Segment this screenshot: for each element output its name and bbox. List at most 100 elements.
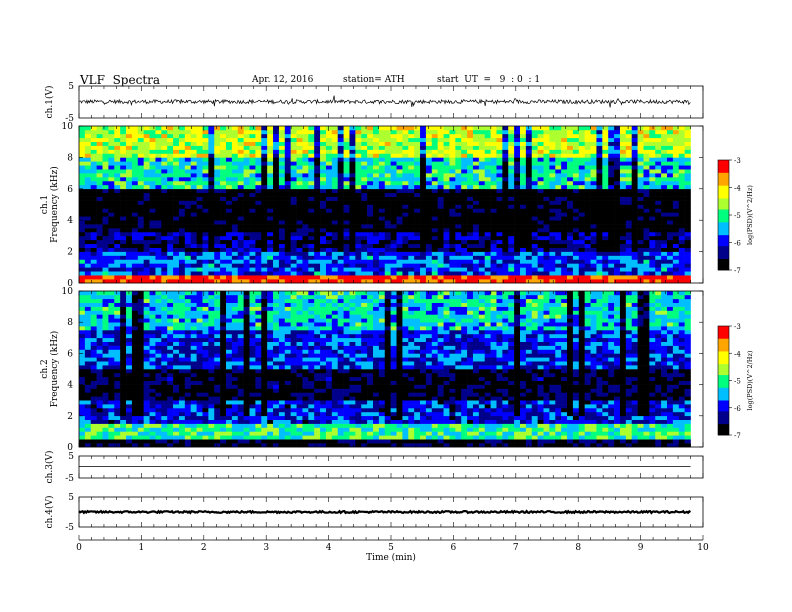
spectrogram-cell <box>596 204 603 209</box>
spectrogram-cell <box>572 263 580 268</box>
spectrogram-cell <box>226 267 233 272</box>
spectrogram-cell <box>478 228 486 233</box>
spectrogram-cell <box>514 196 521 201</box>
spectrogram-cell <box>220 173 227 178</box>
spectrogram-cell <box>578 247 585 252</box>
spectrogram-cell <box>267 259 274 264</box>
spectrogram-cell <box>684 208 691 213</box>
spectrogram-cell <box>343 137 350 142</box>
spectrogram-cell <box>149 267 156 272</box>
spectrogram-cell <box>355 129 362 135</box>
spectrogram-cell <box>249 220 256 225</box>
spectrogram-cell <box>561 235 568 241</box>
spectrogram-cell <box>120 322 127 327</box>
spectrogram-cell <box>543 177 550 182</box>
spectrogram-cell <box>608 255 615 260</box>
spectrogram-cell <box>373 239 380 245</box>
spectrogram-cell <box>625 165 633 170</box>
spectrogram-cell <box>514 129 521 135</box>
spectrogram-cell <box>490 133 497 139</box>
spectrogram-cell <box>472 267 480 272</box>
spectrogram-cell <box>555 263 562 268</box>
spectrogram-cell <box>655 275 662 280</box>
spectrogram-cell <box>437 157 444 162</box>
spectrogram-cell <box>649 126 656 131</box>
spectrogram-cell <box>555 271 562 276</box>
spectrogram-cell <box>602 196 609 201</box>
spectrogram-cell <box>631 263 638 268</box>
spectrogram-cell <box>120 141 127 146</box>
spectrogram-cell <box>137 306 144 311</box>
spectrogram-cell <box>220 165 227 170</box>
spectrogram-cell <box>173 224 180 229</box>
spectrogram-cell <box>302 251 309 256</box>
spectrogram-cell <box>108 404 115 409</box>
spectrogram-cell <box>96 443 103 448</box>
spectrogram-cell <box>684 263 691 268</box>
spectrogram-cell <box>131 318 139 323</box>
spectrogram-cell <box>420 255 427 260</box>
spectrogram-cell <box>514 208 521 213</box>
spectrogram-cell <box>455 251 462 256</box>
spectrogram-cell <box>367 231 374 237</box>
spectrogram-cell <box>84 224 92 229</box>
spectrogram-cell <box>196 228 203 233</box>
spectrogram-cell <box>284 157 291 162</box>
spectrogram-cell <box>531 247 538 252</box>
spectrogram-cell <box>273 239 280 245</box>
spectrogram-cell <box>255 263 262 268</box>
spectrogram-cell <box>584 251 591 256</box>
spectrogram-cell <box>96 310 103 315</box>
spectrogram-cell <box>637 204 644 209</box>
spectrogram-cell <box>543 141 550 146</box>
spectrogram-cell <box>667 216 674 221</box>
spectrogram-cell <box>231 231 239 237</box>
spectrogram-cell <box>643 204 650 209</box>
spectrogram-cell <box>337 259 344 264</box>
spectrogram-cell <box>196 247 203 252</box>
spectrogram-cell <box>131 145 139 150</box>
colorbar-tick-label: -7 <box>734 267 741 275</box>
spectrogram-cell <box>390 157 397 162</box>
spectrogram-cell <box>420 251 427 256</box>
spectrogram-cell <box>249 149 256 154</box>
spectrogram-cell <box>402 188 409 194</box>
spectrogram-cell <box>96 149 103 154</box>
spectrogram-cell <box>108 212 115 217</box>
spectrogram-cell <box>302 141 309 146</box>
spectrogram-cell <box>343 212 350 217</box>
spectrogram-cell <box>320 177 327 182</box>
spectrogram-cell <box>208 224 215 229</box>
spectrogram-cell <box>278 196 286 201</box>
spectrogram-cell <box>243 192 250 197</box>
spectrogram-cell <box>355 263 362 268</box>
spectrogram-cell <box>161 243 168 248</box>
spectrogram-cell <box>555 267 562 272</box>
spectrogram-cell <box>173 173 180 178</box>
spectrogram-cell <box>378 255 386 260</box>
spectrogram-cell <box>184 165 192 170</box>
spectrogram-cell <box>390 165 397 170</box>
spectrogram-cell <box>672 184 680 190</box>
spectrogram-cell <box>667 188 674 194</box>
spectrogram-cell <box>96 141 103 146</box>
spectrogram-cell <box>402 165 409 170</box>
spectrogram-cell <box>367 259 374 264</box>
spectrogram-cell <box>120 275 127 280</box>
spectrogram-cell <box>278 216 286 221</box>
spectrogram-cell <box>420 157 427 162</box>
spectrogram-cell <box>79 396 86 401</box>
spectrogram-cell <box>537 259 544 264</box>
spectrogram-cell <box>349 228 356 233</box>
spectrogram-cell <box>502 177 509 182</box>
spectrogram-cell <box>120 318 127 323</box>
spectrogram-cell <box>308 192 315 197</box>
spectrogram-cell <box>231 165 239 170</box>
spectrogram-cell <box>273 137 280 142</box>
spectrogram-cell <box>496 129 503 135</box>
spectrogram-cell <box>96 216 103 221</box>
spectrogram-cell <box>461 275 468 280</box>
spectrogram-cell <box>149 208 156 213</box>
spectrogram-cell <box>678 247 685 252</box>
spectrogram-cell <box>226 259 233 264</box>
